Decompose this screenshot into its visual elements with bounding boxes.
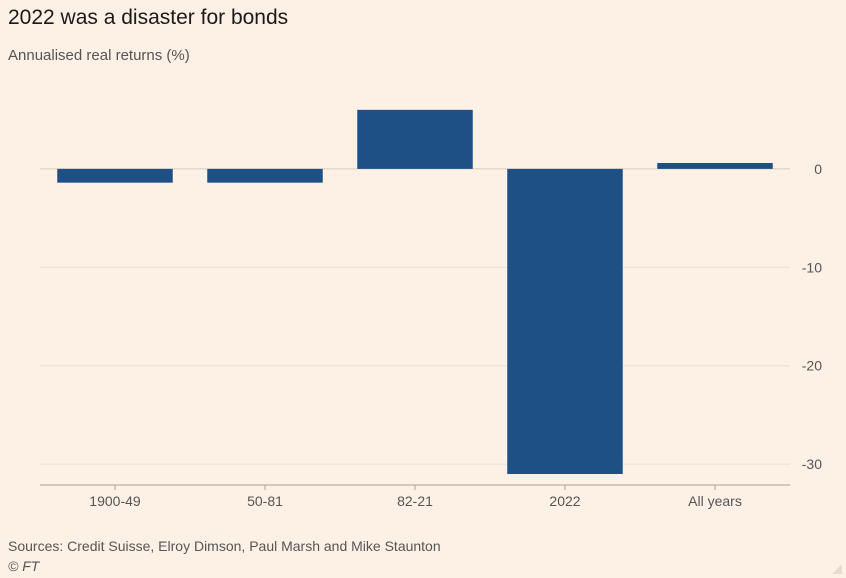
x-tick-labels: 1900-49 50-81 82-21 2022 All years <box>89 485 742 509</box>
x-tick-label: 1900-49 <box>89 493 141 509</box>
chart-title: 2022 was a disaster for bonds <box>8 6 289 29</box>
credit-note: © FT <box>8 558 40 574</box>
resize-handle-icon <box>832 564 842 574</box>
grid-lines <box>40 168 790 486</box>
bar-50-81 <box>207 168 323 183</box>
y-tick-label: 0 <box>814 161 822 177</box>
bar-1900-49 <box>57 168 173 183</box>
bar-all-years <box>657 162 773 169</box>
x-tick-label: 2022 <box>549 493 580 509</box>
x-tick-label: 82-21 <box>397 493 433 509</box>
y-tick-labels: 0 -10 -20 -30 <box>802 161 822 472</box>
source-note: Sources: Credit Suisse, Elroy Dimson, Pa… <box>8 538 441 554</box>
x-tick-label: 50-81 <box>247 493 283 509</box>
y-tick-label: -20 <box>802 358 822 374</box>
chart-subtitle: Annualised real returns (%) <box>8 47 190 64</box>
y-tick-label: -30 <box>802 456 822 472</box>
bars <box>57 109 773 475</box>
y-tick-label: -10 <box>802 259 822 275</box>
bar-2022 <box>507 168 623 475</box>
bar-82-21 <box>357 109 473 169</box>
x-tick-label: All years <box>688 493 742 509</box>
